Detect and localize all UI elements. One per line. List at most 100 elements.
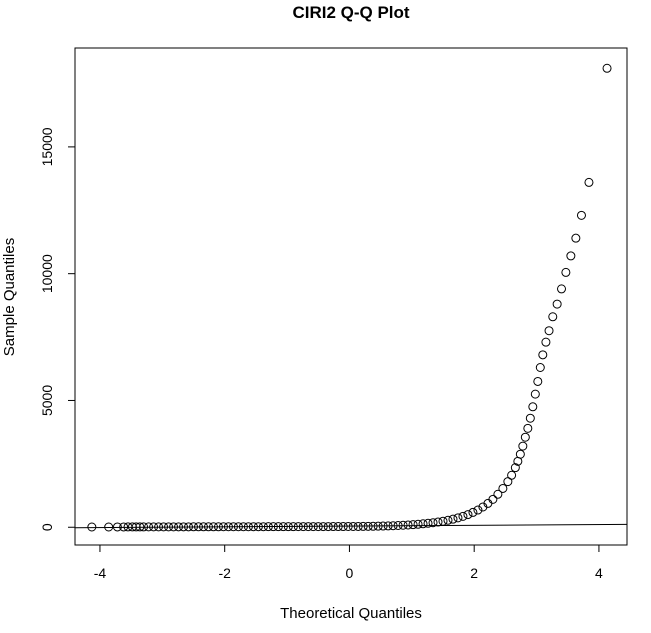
data-point [530, 389, 540, 399]
plot-frame [74, 47, 628, 546]
data-point [228, 522, 238, 532]
data-point [288, 522, 298, 532]
data-point [468, 507, 478, 517]
data-point [358, 521, 368, 531]
data-point [507, 470, 517, 480]
data-point [473, 505, 483, 515]
data-point [263, 522, 273, 532]
data-point [338, 522, 348, 532]
data-point [104, 522, 114, 532]
data-points [87, 63, 612, 532]
data-point [348, 521, 358, 531]
x-axis-label: Theoretical Quantiles [280, 605, 422, 622]
data-point [283, 522, 293, 532]
data-point [278, 522, 288, 532]
data-point [541, 337, 551, 347]
data-point [403, 520, 413, 530]
data-point [443, 515, 453, 525]
data-point [273, 522, 283, 532]
data-point [318, 522, 328, 532]
x-tick-label: -2 [218, 565, 231, 581]
data-point [584, 177, 594, 187]
x-axis: -4 -2 0 2 4 [94, 544, 603, 581]
data-point [493, 489, 503, 499]
data-point [328, 522, 338, 532]
data-point [488, 494, 498, 504]
data-point [552, 299, 562, 309]
data-point [363, 521, 373, 531]
data-point [293, 522, 303, 532]
data-point [576, 210, 586, 220]
y-tick-label: 5000 [39, 385, 55, 416]
data-point [243, 522, 253, 532]
data-point [193, 522, 203, 532]
data-point [198, 522, 208, 532]
data-point [561, 267, 571, 277]
data-point [268, 522, 278, 532]
data-point [518, 441, 528, 451]
y-tick-label: 10000 [39, 254, 55, 293]
data-point [458, 511, 468, 521]
data-point [308, 522, 318, 532]
data-point [373, 521, 383, 531]
data-point [144, 522, 154, 532]
reference-line [74, 523, 628, 529]
x-tick-label: 4 [595, 565, 603, 581]
data-point [510, 463, 520, 473]
data-point [139, 522, 149, 532]
data-point [602, 63, 612, 73]
data-point [189, 522, 199, 532]
data-point [533, 376, 543, 386]
x-tick-label: 2 [470, 565, 478, 581]
y-axis: 0 5000 10000 15000 [39, 127, 76, 531]
data-point [413, 519, 423, 529]
data-point [343, 521, 353, 531]
data-point [213, 522, 223, 532]
data-point [333, 522, 343, 532]
data-point [127, 522, 137, 532]
data-point [203, 522, 213, 532]
data-point [535, 363, 545, 372]
data-point [159, 522, 169, 532]
data-point [131, 522, 141, 532]
data-point [428, 518, 438, 528]
x-tick-label: -4 [94, 565, 107, 581]
data-point [154, 522, 164, 532]
data-point [538, 350, 548, 360]
data-point [368, 521, 378, 531]
data-point [525, 413, 535, 423]
data-point [174, 522, 184, 532]
data-point [223, 522, 233, 532]
y-tick-label: 0 [39, 523, 55, 531]
data-point [238, 522, 248, 532]
data-point [548, 312, 558, 322]
data-point [313, 522, 323, 532]
data-point [423, 518, 433, 528]
data-point [135, 522, 145, 532]
data-point [448, 514, 458, 524]
data-point [179, 522, 189, 532]
data-point [164, 522, 174, 532]
data-point [571, 233, 581, 243]
data-point [323, 522, 333, 532]
data-point [353, 521, 363, 531]
data-point [557, 284, 567, 294]
data-point [184, 522, 194, 532]
data-point [453, 513, 463, 523]
data-point [463, 510, 473, 520]
data-point [208, 522, 218, 532]
data-point [248, 522, 258, 532]
data-point [112, 522, 122, 532]
data-point [438, 516, 448, 526]
data-point [388, 521, 398, 531]
data-point [566, 251, 576, 261]
data-point [378, 521, 388, 531]
data-point [233, 522, 243, 532]
data-point [523, 423, 533, 433]
data-point [119, 522, 129, 532]
data-point [258, 522, 268, 532]
data-point [418, 519, 428, 529]
data-point [520, 432, 530, 442]
data-point [298, 522, 308, 532]
